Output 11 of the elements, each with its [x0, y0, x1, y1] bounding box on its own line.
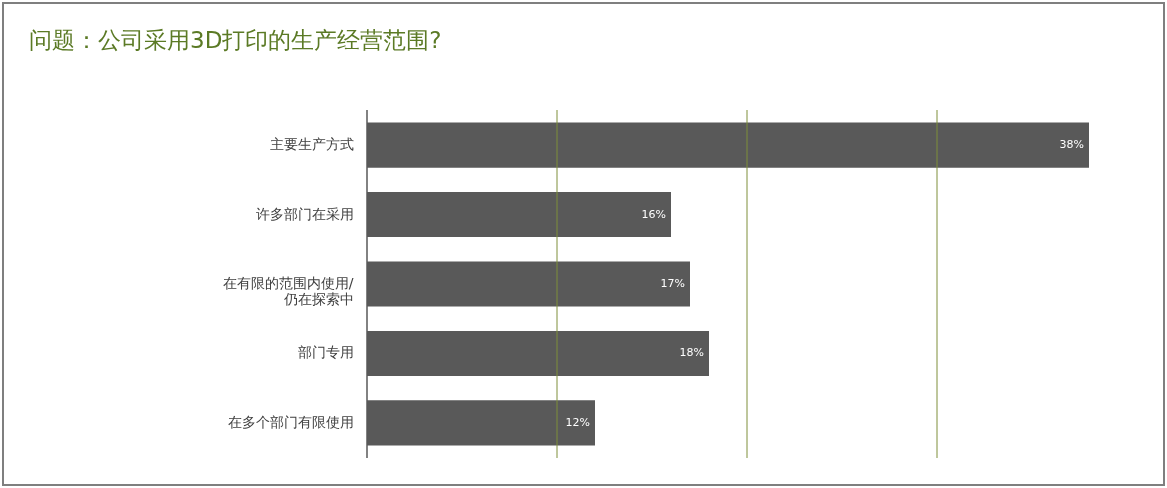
chart-title: 问题：公司采用3D打印的生产经营范围? [29, 27, 442, 54]
y-tick-label: 主要生产方式 [269, 136, 354, 153]
y-tick-label: 在有限的范围内使用/ 仍在探索中 [222, 275, 354, 307]
data-label: 12% [565, 415, 590, 429]
data-label: 38% [1059, 138, 1084, 152]
data-label: 17% [660, 277, 685, 290]
data-label: 18% [679, 346, 704, 360]
y-tick-label: 许多部门在采用 [255, 205, 354, 222]
y-tick-label: 部门专用 [297, 344, 354, 361]
data-label: 16% [641, 207, 666, 221]
y-tick-label: 在多个部门有限使用 [227, 413, 354, 430]
